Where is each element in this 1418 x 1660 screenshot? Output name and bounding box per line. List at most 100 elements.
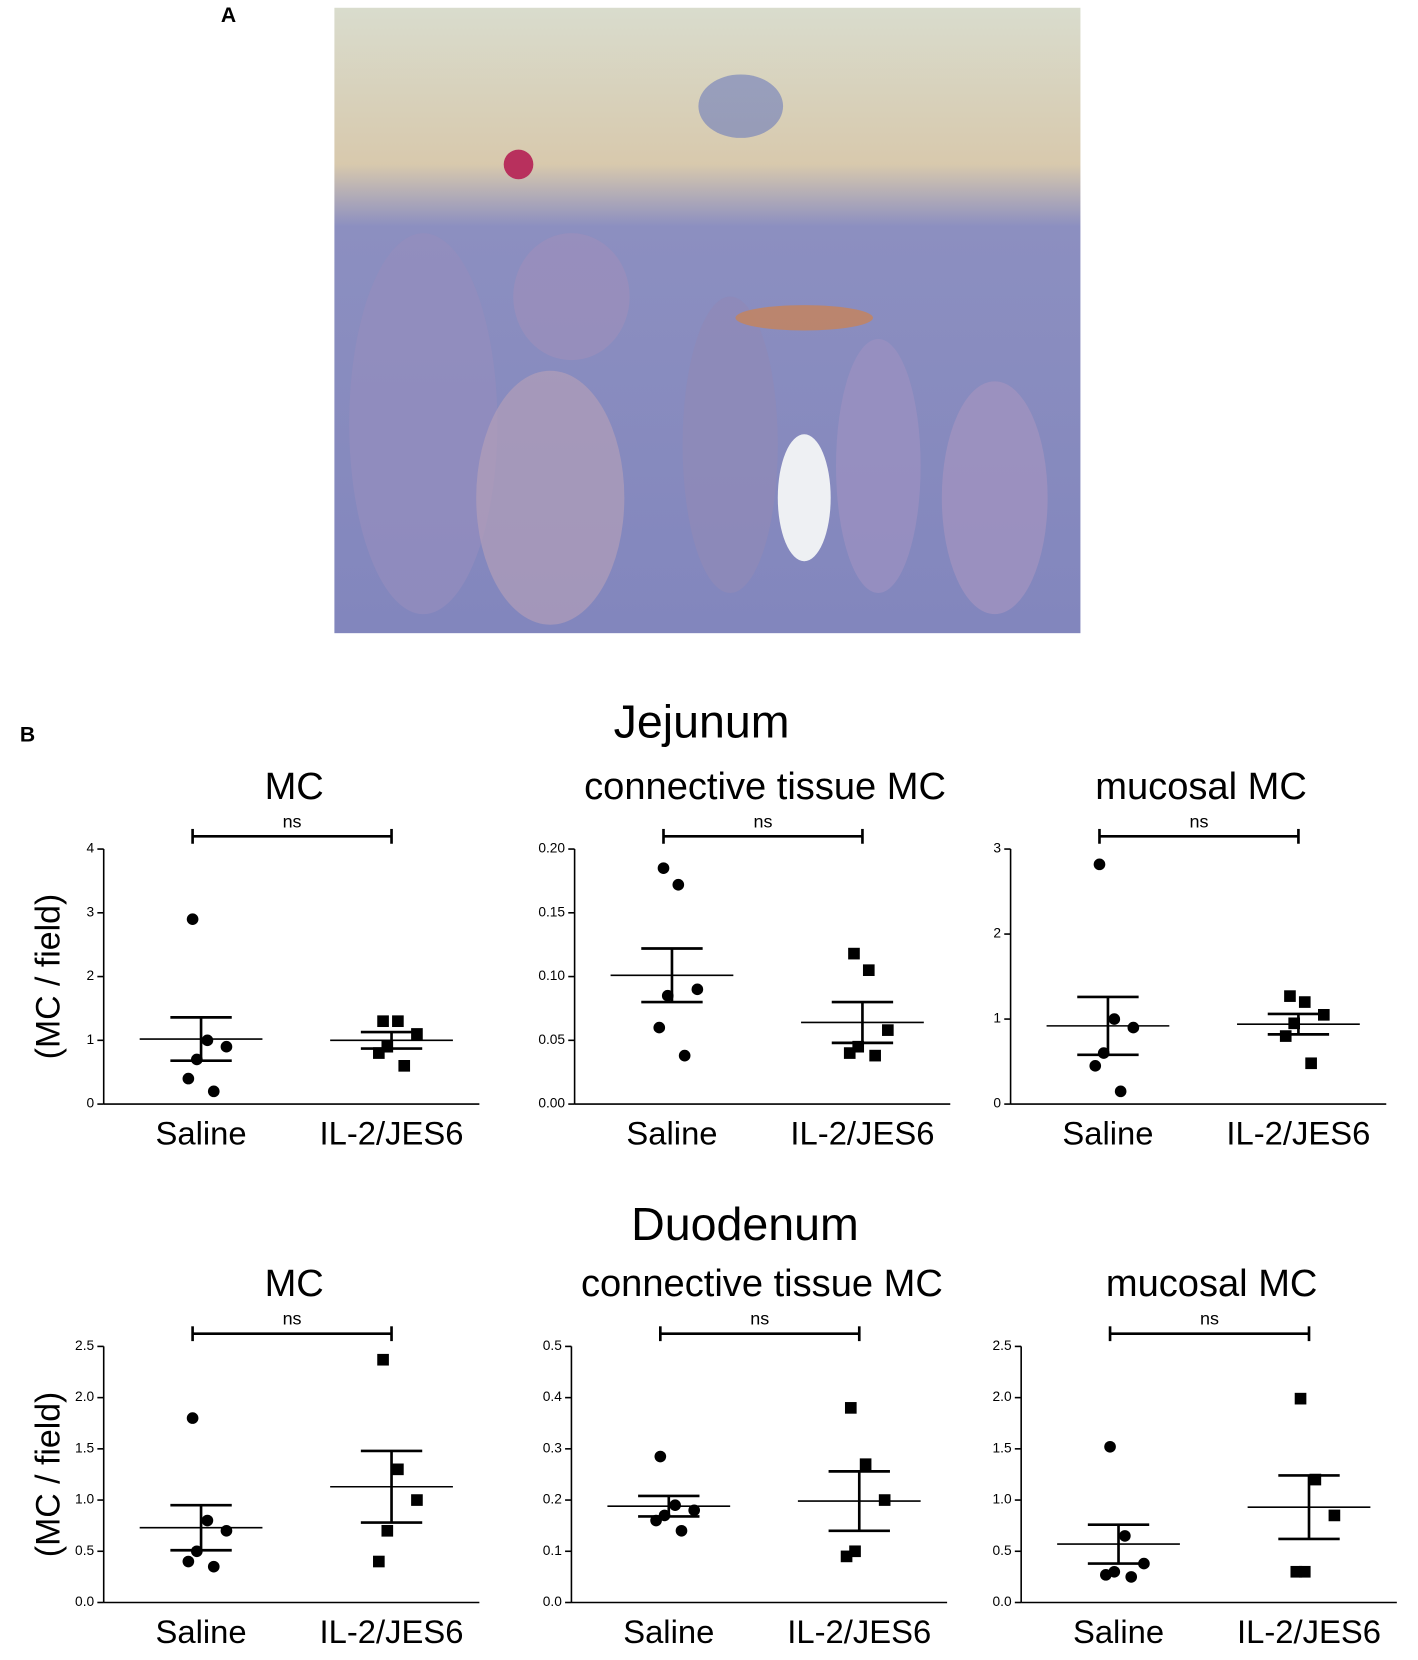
y-tick-label: 3 [87,904,95,919]
annotation: ns [753,811,772,831]
data-point [1305,1057,1317,1070]
annotation: ns [750,1309,769,1329]
data-point [220,1040,233,1053]
data-point [182,1072,195,1085]
group-title: Jejunum [614,696,790,748]
x-tick-label: Saline [626,1114,717,1151]
y-tick-label: 1.0 [993,1492,1012,1507]
data-point [672,878,685,891]
annotation: ns [283,811,302,831]
data-point [377,1353,389,1366]
x-tick-label: IL-2/JES6 [787,1613,931,1650]
data-point [411,1494,423,1506]
data-point [1288,1017,1301,1030]
data-point [848,947,860,960]
data-point [691,983,704,996]
data-point [381,1524,394,1537]
data-point [1108,1013,1121,1025]
data-point [657,862,670,874]
panel: 0.0 0.5 1.0 1.5 2.0 2.5 mucosal MC ns Saline IL-2… [993,1263,1397,1650]
data-point [201,1514,214,1527]
y-axis-label: (MC / field) [30,1392,68,1558]
data-point [1114,1085,1127,1098]
y-tick-label: 0.00 [538,1096,565,1111]
y-tick-label: 3 [993,841,1001,856]
panel-label: B [20,723,35,746]
chart-title: mucosal MC [1106,1263,1318,1305]
annotation: ns [283,1309,302,1329]
data-point [373,1555,385,1568]
error-bar [1278,1474,1340,1541]
data-point [1104,1440,1116,1453]
data-point [220,1524,233,1537]
data-point [1309,1473,1322,1486]
error-bar [641,947,703,1004]
data-point [844,1402,857,1414]
data-point [201,1034,214,1047]
y-tick-label: 0.05 [538,1032,565,1047]
y-tick-label: 2.0 [75,1389,94,1404]
y-tick-label: 0.4 [543,1389,562,1404]
data-point [392,1015,404,1028]
chart-title: connective tissue MC [584,766,946,808]
chart-title: MC [265,1263,324,1305]
y-tick-label: 1.5 [993,1440,1012,1455]
error-bar [170,1016,232,1063]
error-bar [360,1449,423,1524]
error-bar [1087,1523,1150,1565]
y-tick-label: 4 [87,841,95,856]
data-point [678,1049,691,1062]
panel: 0.0 0.1 0.2 0.3 0.4 0.5 connective tissue MC ns… [543,1263,948,1650]
data-point [1290,1565,1303,1578]
x-tick-label: Saline [155,1613,246,1650]
x-tick-label: Saline [155,1114,246,1151]
panel-label: A [221,4,236,27]
data-point [661,989,674,1002]
y-tick-label: 1.5 [75,1440,94,1455]
data-point [373,1047,385,1059]
error-bar [170,1503,232,1552]
y-tick-label: 0.2 [543,1492,562,1507]
y-tick-label: 1 [993,1011,1001,1026]
y-tick-label: 1.0 [75,1492,94,1507]
x-tick-label: IL-2/JES6 [1237,1613,1381,1650]
x-tick-label: Saline [1062,1114,1153,1151]
panel: 0 1 2 3 mucosal MC ns Saline IL-2/JES6 [993,766,1387,1151]
group-title: Duodenum [631,1198,859,1250]
error-bar [360,1030,423,1050]
data-point [862,964,875,977]
data-point [392,1463,404,1476]
y-tick-label: 0.5 [993,1543,1012,1558]
y-tick-label: 2.5 [75,1338,94,1353]
y-tick-label: 0.20 [538,841,565,856]
data-point [852,1040,865,1053]
chart-title: connective tissue MC [581,1263,943,1305]
data-point [1328,1509,1341,1522]
data-point [207,1560,220,1573]
data-point [381,1040,394,1053]
error-bar [831,1000,894,1045]
y-tick-label: 0.15 [538,904,565,919]
y-tick-label: 0.5 [543,1338,562,1353]
data-point [1294,1392,1307,1405]
data-point [1125,1571,1138,1583]
y-tick-label: 2.0 [993,1389,1012,1404]
micrograph [334,7,1081,634]
data-point [411,1028,423,1040]
data-point [878,1494,891,1506]
data-point [398,1060,411,1072]
data-point [1119,1530,1131,1542]
data-point [840,1550,853,1563]
chart-title: MC [265,766,324,808]
y-tick-label: 0.0 [75,1594,94,1609]
y-tick-label: 1 [87,1032,95,1047]
data-point [1093,858,1106,871]
y-tick-label: 0 [87,1096,95,1111]
data-point [182,1555,195,1568]
y-tick-label: 0.5 [75,1543,94,1558]
annotation: ns [1189,811,1208,831]
data-point [1298,1565,1311,1578]
y-tick-label: 2 [993,926,1001,941]
y-tick-label: 0 [993,1096,1001,1111]
